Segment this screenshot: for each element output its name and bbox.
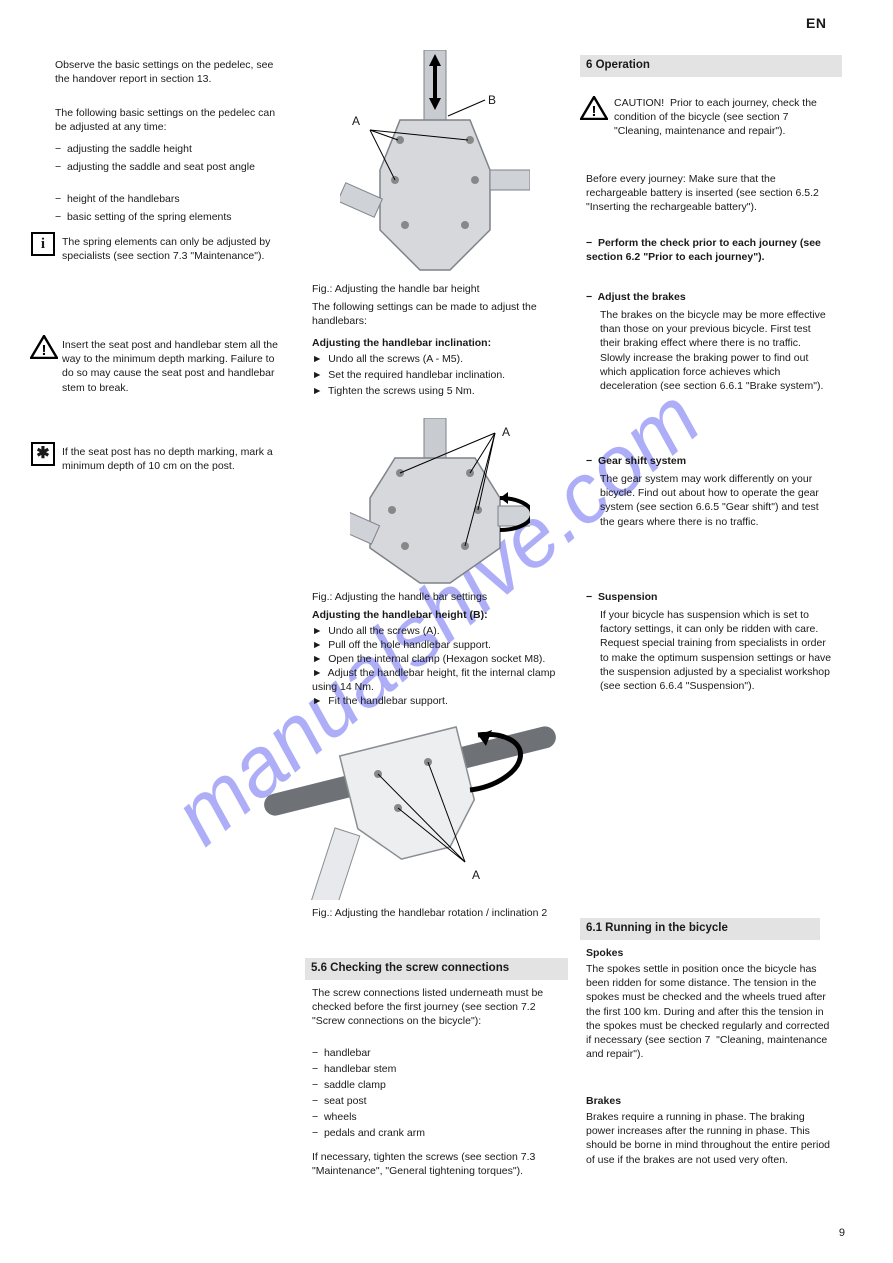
page-language-code: EN: [806, 14, 826, 33]
col-right-item3-body: The gear system may work differently on …: [600, 472, 834, 529]
figure3-label-a: A: [472, 867, 480, 883]
figure1-label-a: A: [352, 113, 360, 129]
section-heading-5-6: 5.6 Checking the screw connections: [305, 958, 568, 980]
figure2-label-a: A: [502, 424, 510, 440]
sec5-6-outro: If necessary, tighten the screws (see se…: [312, 1150, 568, 1178]
col-left-li-0: − adjusting the saddle height: [55, 142, 285, 156]
mid-height-step-0: ► Undo all the screws (A).: [312, 624, 568, 638]
sec5-6-body-1: − handlebar: [312, 1046, 568, 1060]
col-left-info: The spring elements can only be adjusted…: [62, 235, 287, 263]
col-left-li-2: − height of the handlebars: [55, 192, 285, 206]
figure-handlebar-height: [340, 50, 530, 280]
mid-inclination-step-2: ► Tighten the screws using 5 Nm.: [312, 384, 568, 398]
svg-text:!: !: [42, 342, 47, 359]
sec6-1-spokes-body: The spokes settle in position once the b…: [586, 962, 834, 1061]
figure-handlebar-settings: [350, 418, 530, 588]
col-right-caution: CAUTION! Prior to each journey, check th…: [614, 96, 838, 139]
mid-inclination-title: Adjusting the handlebar inclination:: [312, 336, 568, 350]
figure3-caption: Fig.: Adjusting the handlebar rotation /…: [312, 906, 572, 920]
sec5-6-body-4: − seat post: [312, 1094, 568, 1108]
col-right-item2-body: The brakes on the bicycle may be more ef…: [600, 308, 834, 393]
section-heading-6: 6 Operation: [580, 55, 842, 77]
page-number: 9: [839, 1226, 845, 1241]
col-right-txt2: Before every journey: Make sure that the…: [586, 172, 834, 215]
figure1-label-b: B: [488, 92, 496, 108]
sec6-1-spokes-title: Spokes: [586, 946, 834, 960]
section-heading-6-1: 6.1 Running in the bicycle: [580, 918, 820, 940]
sec5-6-body-0: The screw connections listed underneath …: [312, 986, 568, 1029]
tip-icon: ✱: [31, 442, 55, 466]
mid-height-title: Adjusting the handlebar height (B):: [312, 608, 568, 622]
col-right-item2-title: − Adjust the brakes: [586, 290, 834, 304]
mid-intro: The following settings can be made to ad…: [312, 300, 568, 328]
sec5-6-body-3: − saddle clamp: [312, 1078, 568, 1092]
col-right-item3-title: − Gear shift system: [586, 454, 834, 468]
mid-inclination-step-1: ► Set the required handlebar inclination…: [312, 368, 568, 382]
sec6-1-brakes-title: Brakes: [586, 1094, 834, 1108]
col-left-para-1: Observe the basic settings on the pedele…: [55, 58, 285, 86]
sec5-6-body-5: − wheels: [312, 1110, 568, 1124]
caution-icon: !: [580, 96, 608, 120]
mid-height-step-3: ► Adjust the handlebar height, fit the i…: [312, 666, 568, 694]
svg-text:!: !: [592, 103, 597, 120]
figure-handlebar-rotation: [260, 700, 560, 900]
col-left-li-3: − basic setting of the spring elements: [55, 210, 285, 224]
col-right-item4-title: − Suspension: [586, 590, 834, 604]
sec5-6-body-2: − handlebar stem: [312, 1062, 568, 1076]
mid-inclination-step-0: ► Undo all the screws (A - M5).: [312, 352, 568, 366]
col-left-para-2: The following basic settings on the pede…: [55, 106, 285, 134]
figure2-caption: Fig.: Adjusting the handle bar settings: [312, 590, 487, 604]
warning-icon: !: [30, 335, 58, 359]
col-right-item4-body: If your bicycle has suspension which is …: [600, 608, 834, 693]
figure1-caption: Fig.: Adjusting the handle bar height: [312, 282, 480, 296]
col-right-item1: − Perform the check prior to each journe…: [586, 236, 834, 264]
sec6-1-brakes-body: Brakes require a running in phase. The b…: [586, 1110, 834, 1167]
col-left-tip: If the seat post has no depth marking, m…: [62, 445, 287, 473]
col-left-warning: Insert the seat post and handlebar stem …: [62, 338, 287, 395]
info-icon: i: [31, 232, 55, 256]
mid-height-step-4: ► Fit the handlebar support.: [312, 694, 462, 708]
sec5-6-body-6: − pedals and crank arm: [312, 1126, 568, 1140]
mid-height-step-1: ► Pull off the hole handlebar support.: [312, 638, 568, 652]
col-left-li-1: − adjusting the saddle and seat post ang…: [55, 160, 285, 174]
mid-height-step-2: ► Open the internal clamp (Hexagon socke…: [312, 652, 568, 666]
